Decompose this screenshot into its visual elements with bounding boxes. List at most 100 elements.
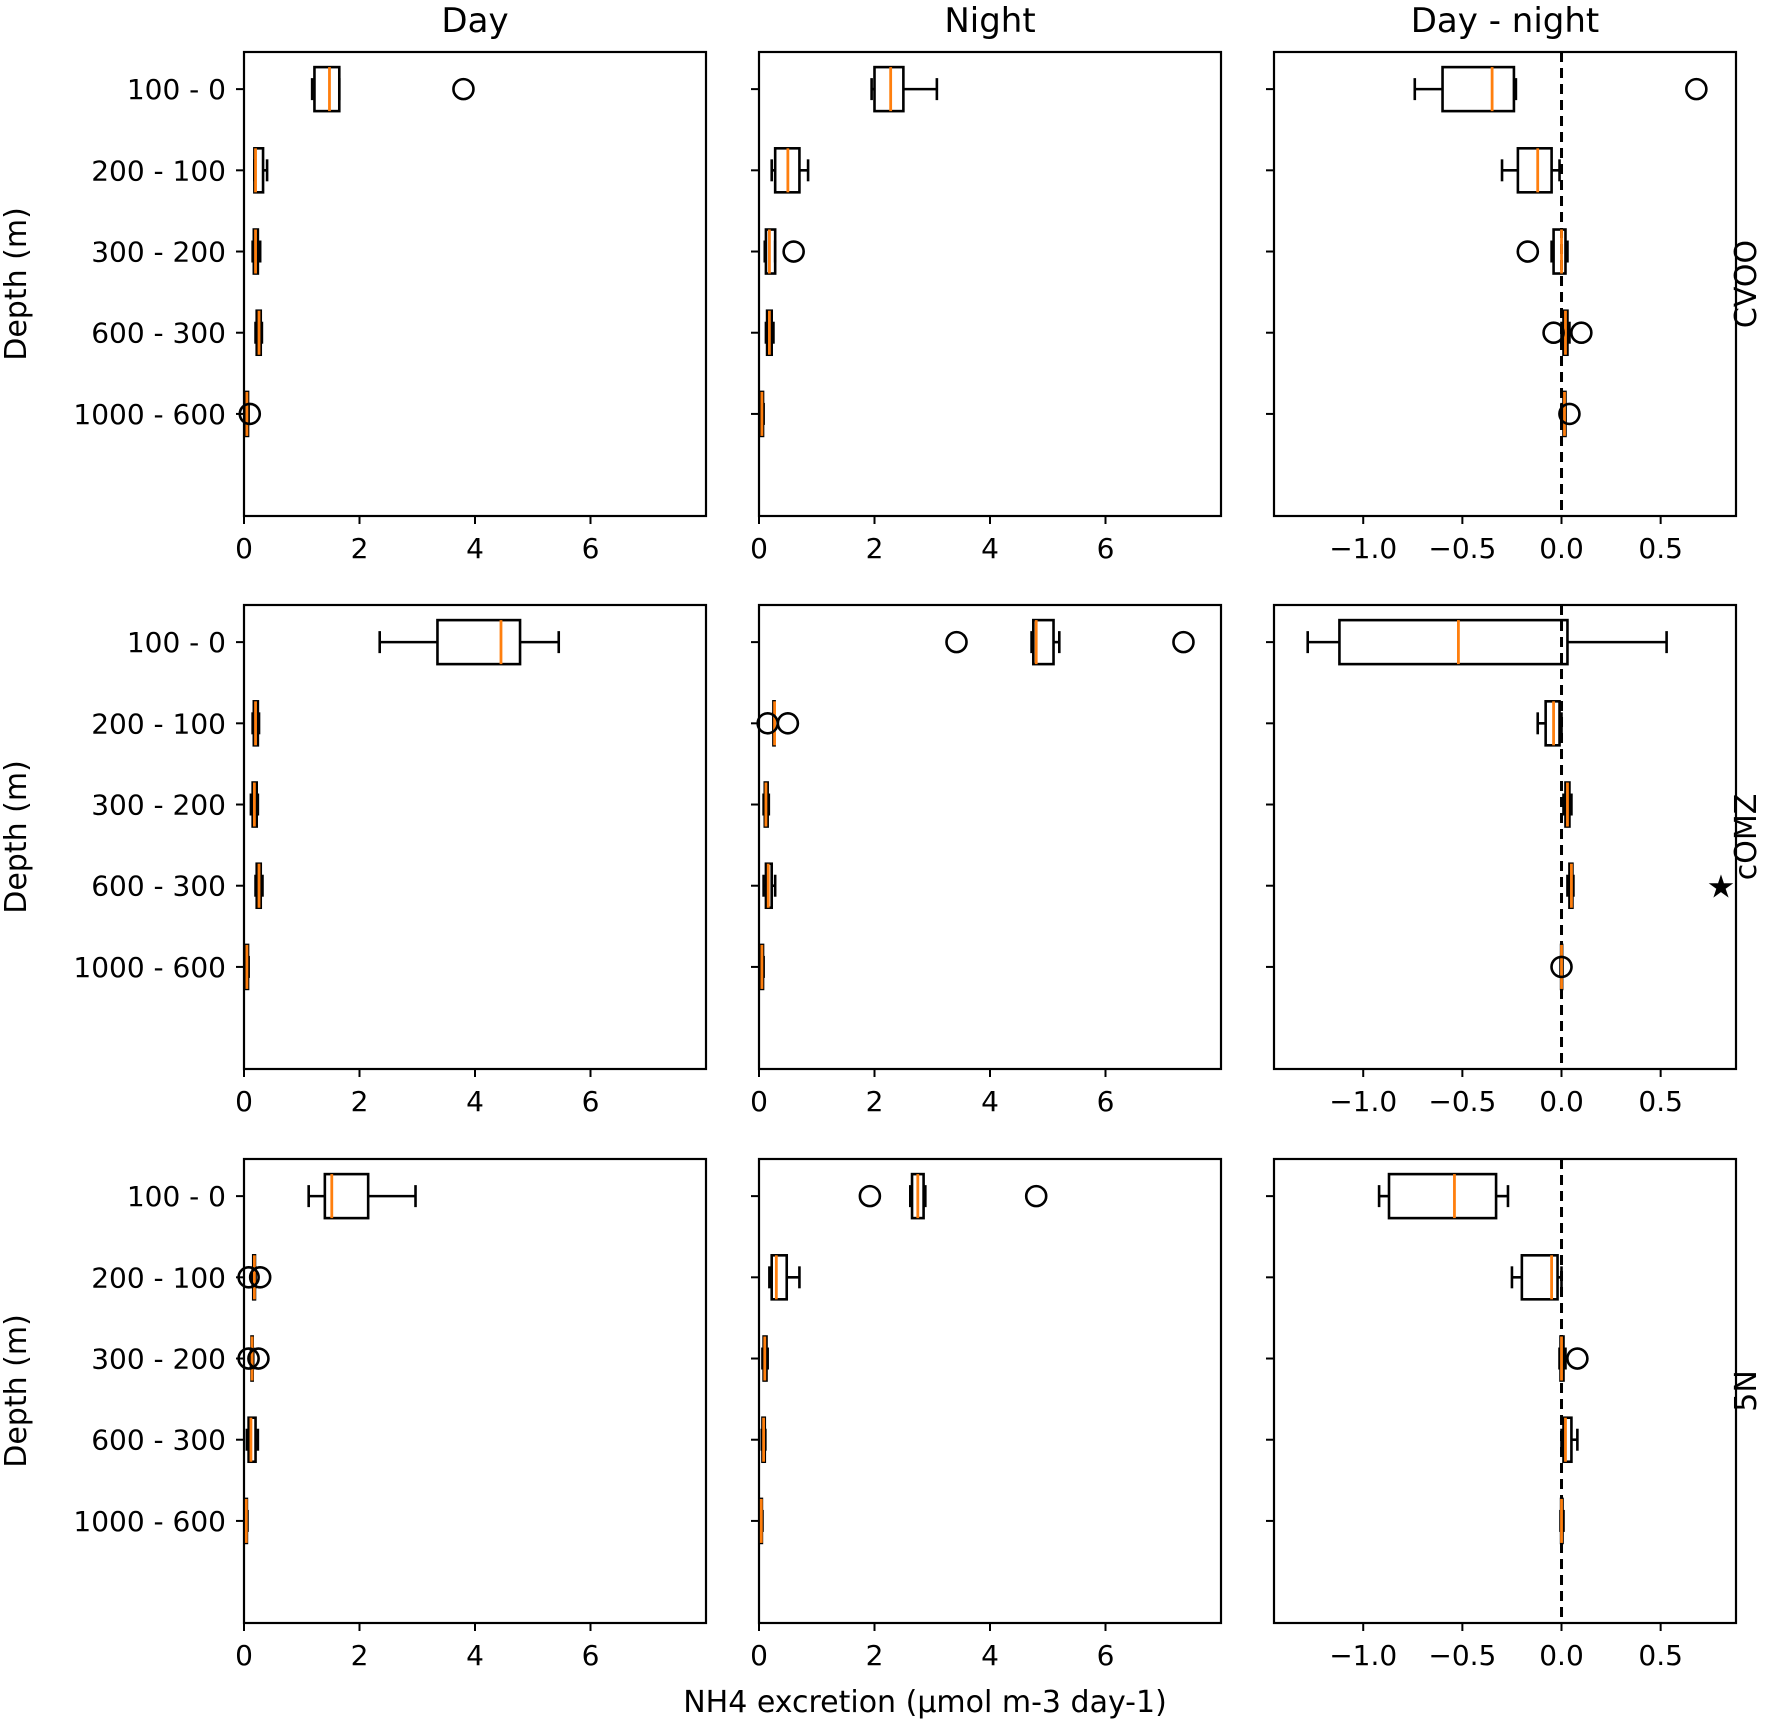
box-comz-night-100-0 [1032,618,1055,666]
x-tick-label-5n-day-night-2: 0.0 [1539,1639,1584,1672]
x-tick-label-comz-night-2: 4 [981,1085,999,1118]
x-tick-label-cvoo-day-1: 2 [351,532,369,565]
outlier-5n-day-200-100-1 [248,1266,272,1289]
x-tick-label-comz-day-1: 2 [351,1085,369,1118]
x-axis-label: NH4 excretion (µmol m-3 day-1) [683,1685,1167,1720]
y-tick-label-cvoo-day-300-200: 300 - 200 [91,236,226,269]
x-tick-label-cvoo-day-night-3: 0.5 [1638,532,1683,565]
x-tick-label-5n-day-3: 6 [582,1639,600,1672]
y-tick-label-5n-day-600-300: 600 - 300 [91,1424,226,1457]
box-5n-day-100-0 [323,1172,370,1220]
box-cvoo-day-night-100-0 [1441,65,1516,113]
box-cvoo-day-night-200-100 [1516,147,1553,194]
outlier-comz-night-100-0-1 [1172,630,1195,654]
outlier-5n-day-200-100-0 [237,1266,260,1289]
x-tick-label-5n-day-1: 2 [351,1639,369,1672]
panel-frame-cvoo-day-night [1272,50,1738,518]
panel-frame-cvoo-night [757,50,1223,518]
outlier-cvoo-day-1000-600-0 [238,402,262,426]
x-tick-label-cvoo-night-2: 4 [981,532,999,565]
outlier-5n-day-night-300-200-0 [1566,1347,1589,1370]
panel-frame-5n-day [242,1157,708,1625]
x-tick-label-5n-day-0: 0 [235,1639,253,1672]
outlier-cvoo-night-300-200-0 [782,240,805,263]
outlier-comz-day-night-1000-600-0 [1550,955,1573,979]
outlier-5n-night-100-0-0 [858,1184,882,1208]
y-tick-label-comz-day-300-200: 300 - 200 [91,789,226,822]
outlier-cvoo-day-night-100-0-0 [1685,77,1708,101]
y-tick-label-comz-day-1000-600: 1000 - 600 [73,951,226,984]
panel-frame-5n-night [757,1157,1223,1625]
box-cvoo-day-100-0 [313,65,341,113]
y-tick-label-cvoo-day-200-100: 200 - 100 [91,154,226,187]
panel-frame-cvoo-day [242,50,708,518]
x-tick-label-5n-night-3: 6 [1097,1639,1115,1672]
x-tick-label-5n-night-0: 0 [750,1639,768,1672]
outlier-comz-night-100-0-0 [945,630,968,654]
significance-star-comz-day-night: ★ [1707,868,1736,906]
x-tick-label-5n-day-night-3: 0.5 [1638,1639,1683,1672]
box-5n-day-night-600-300 [1562,1416,1573,1464]
x-tick-label-cvoo-day-night-2: 0.0 [1539,532,1584,565]
y-axis-label-5n: Depth (m) [0,1314,34,1468]
x-tick-label-comz-day-3: 6 [582,1085,600,1118]
x-tick-label-cvoo-night-1: 2 [866,532,884,565]
x-tick-label-comz-day-0: 0 [235,1085,253,1118]
x-tick-label-comz-day-night-3: 0.5 [1638,1085,1683,1118]
box-cvoo-day-night-300-200 [1552,228,1567,275]
x-tick-label-comz-day-night-2: 0.0 [1539,1085,1584,1118]
x-tick-label-5n-day-night-1: −0.5 [1428,1639,1496,1672]
y-tick-label-cvoo-day-1000-600: 1000 - 600 [73,398,226,431]
column-title-day-night: Day - night [1411,1,1599,41]
x-tick-label-comz-day-2: 4 [466,1085,484,1118]
x-tick-label-comz-day-night-1: −0.5 [1428,1085,1496,1118]
row-label-cvoo: CVOO [1729,240,1764,328]
x-tick-label-5n-day-night-0: −1.0 [1329,1639,1397,1672]
y-tick-label-5n-day-100-0: 100 - 0 [127,1180,226,1213]
outlier-5n-day-300-200-1 [247,1347,270,1370]
box-5n-day-night-200-100 [1520,1254,1559,1301]
row-label-5n: 5N [1729,1370,1764,1412]
outlier-cvoo-day-night-600-300-0 [1542,321,1565,345]
x-tick-label-cvoo-day-night-1: −0.5 [1428,532,1496,565]
outlier-5n-night-100-0-1 [1024,1184,1048,1208]
panel-frame-comz-day [242,603,708,1071]
box-5n-day-night-100-0 [1387,1172,1498,1220]
y-tick-label-comz-day-200-100: 200 - 100 [91,707,226,740]
x-tick-label-comz-day-night-0: −1.0 [1329,1085,1397,1118]
column-title-day: Day [441,1,508,41]
y-tick-label-5n-day-300-200: 300 - 200 [91,1343,226,1376]
x-tick-label-5n-night-1: 2 [866,1639,884,1672]
outlier-5n-day-300-200-0 [237,1347,260,1370]
y-tick-label-5n-day-1000-600: 1000 - 600 [73,1505,226,1538]
x-tick-label-cvoo-day-3: 6 [582,532,600,565]
y-axis-label-comz: Depth (m) [0,760,34,914]
outlier-cvoo-day-100-0-0 [452,77,475,101]
x-tick-label-cvoo-night-0: 0 [750,532,768,565]
panel-frame-comz-day-night [1272,603,1738,1071]
outlier-cvoo-day-night-1000-600-0 [1558,402,1581,426]
y-tick-label-comz-day-100-0: 100 - 0 [127,626,226,659]
x-tick-label-5n-night-2: 4 [981,1639,999,1672]
outlier-comz-night-200-100-1 [776,712,800,735]
y-tick-label-cvoo-day-100-0: 100 - 0 [127,73,226,106]
column-title-night: Night [944,1,1035,41]
box-cvoo-night-100-0 [873,65,905,113]
x-tick-label-cvoo-night-3: 6 [1097,532,1115,565]
y-tick-label-cvoo-day-600-300: 600 - 300 [91,317,226,350]
box-comz-day-100-0 [436,618,522,666]
outlier-cvoo-day-night-600-300-1 [1570,321,1593,345]
x-tick-label-cvoo-day-2: 4 [466,532,484,565]
y-tick-label-5n-day-200-100: 200 - 100 [91,1261,226,1294]
y-tick-label-comz-day-600-300: 600 - 300 [91,870,226,903]
box-comz-day-night-100-0 [1338,618,1569,666]
x-tick-label-comz-night-0: 0 [750,1085,768,1118]
outlier-cvoo-day-night-300-200-0 [1516,240,1540,263]
row-label-comz: cOMZ [1729,794,1764,881]
x-tick-label-cvoo-day-0: 0 [235,532,253,565]
panel-frame-5n-day-night [1272,1157,1738,1625]
y-axis-label-cvoo: Depth (m) [0,207,34,361]
x-tick-label-cvoo-day-night-0: −1.0 [1329,532,1397,565]
box-5n-night-200-100 [770,1254,789,1301]
